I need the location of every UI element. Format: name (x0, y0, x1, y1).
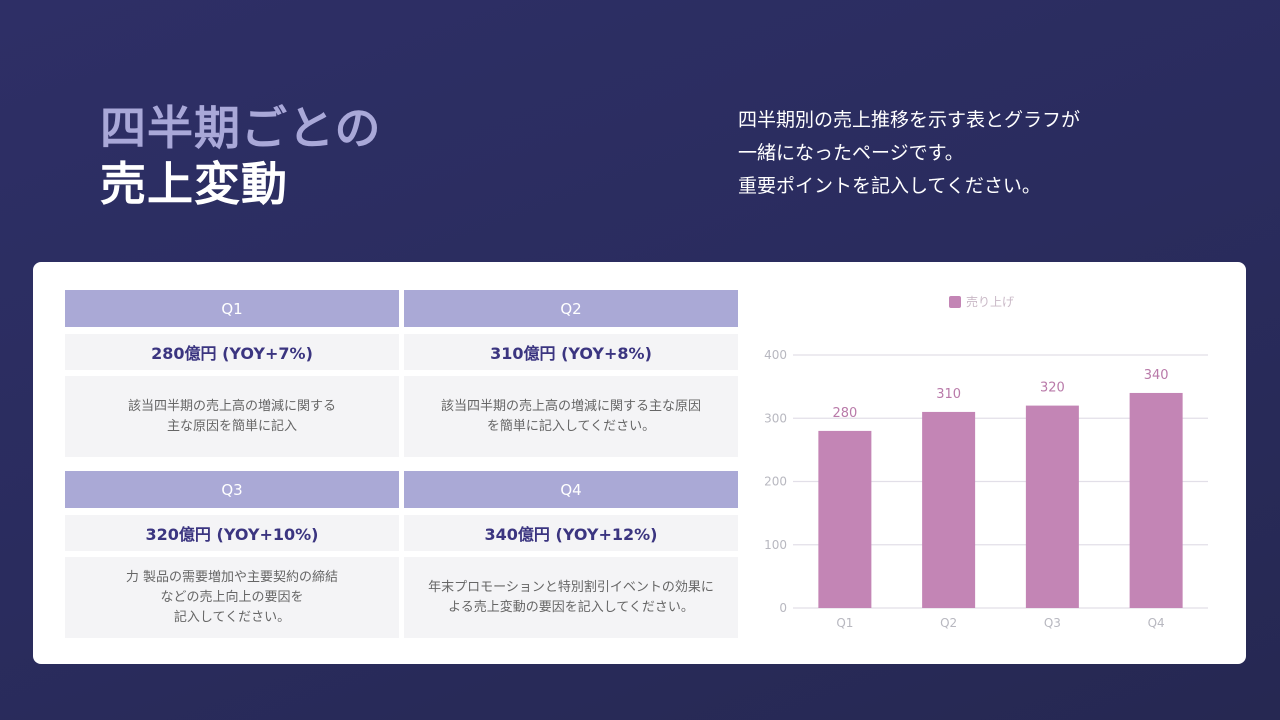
quarter-note-line: などの売上向上の要因を (160, 589, 304, 605)
quarter-note: 該当四半期の売上高の増減に関する 主な原因を簡単に記入 (65, 376, 399, 457)
quarter-note: 力 製品の需要増加や主要契約の締結 などの売上向上の要因を 記入してください。 (65, 557, 399, 638)
quarter-note-line: 主な原因を簡単に記入 (166, 418, 297, 434)
y-tick-label: 300 (764, 411, 787, 425)
x-tick-label: Q1 (836, 616, 853, 630)
data-label: 280 (832, 406, 857, 421)
quarter-note-line: を簡単に記入してください。 (486, 418, 656, 434)
quarter-note-line: 該当四半期の売上高の増減に関する主な原因 (440, 398, 701, 414)
bar (1129, 392, 1183, 608)
y-tick-label: 0 (779, 601, 787, 615)
data-label: 310 (936, 387, 961, 402)
x-tick-label: Q2 (940, 616, 957, 630)
quarter-value: 340億円 (YOY+12%) (404, 515, 738, 551)
quarter-value: 320億円 (YOY+10%) (65, 515, 399, 551)
x-tick-label: Q4 (1148, 616, 1165, 630)
quarter-note-line: よる売上変動の要因を記入してください。 (448, 599, 694, 615)
x-tick-label: Q3 (1044, 616, 1061, 630)
quarter-header: Q3 (65, 471, 399, 508)
quarter-header: Q1 (65, 290, 399, 327)
title-line-1: 四半期ごとの (100, 101, 382, 155)
description-line: 一緒になったページです。 (738, 142, 964, 164)
quarter-value: 310億円 (YOY+8%) (404, 334, 738, 370)
quarter-header: Q4 (404, 471, 738, 508)
description-line: 重要ポイントを記入してください。 (738, 175, 1041, 197)
quarter-note: 該当四半期の売上高の増減に関する主な原因 を簡単に記入してください。 (404, 376, 738, 457)
legend-label: 売り上げ (966, 294, 1014, 309)
quarter-note-line: 力 製品の需要増加や主要契約の締結 (125, 569, 339, 585)
y-tick-label: 200 (764, 475, 787, 489)
quarter-value: 280億円 (YOY+7%) (65, 334, 399, 370)
title-line-2: 売上変動 (100, 157, 288, 211)
quarter-note-line: 該当四半期の売上高の増減に関する (127, 398, 336, 414)
data-label: 320 (1040, 381, 1065, 396)
content-card: Q1 280億円 (YOY+7%) 該当四半期の売上高の増減に関する 主な原因を簡単に… (33, 262, 1246, 664)
legend-swatch (949, 296, 961, 308)
quarter-note-line: 年末プロモーションと特別割引イベントの効果に (428, 579, 714, 595)
quarter-header: Q2 (404, 290, 738, 327)
description: 四半期別の売上推移を示す表とグラフが 一緒になったページです。 重要ポイントを記… (738, 104, 1080, 203)
page-title: 四半期ごとの 売上変動 (100, 100, 382, 212)
bar (922, 411, 976, 608)
quarter-note: 年末プロモーションと特別割引イベントの効果に よる売上変動の要因を記入してください… (404, 557, 738, 638)
description-line: 四半期別の売上推移を示す表とグラフが (738, 109, 1081, 131)
quarter-note-line: 記入してください。 (173, 609, 291, 625)
y-tick-label: 100 (764, 538, 787, 552)
bar (1025, 405, 1079, 608)
bar (818, 430, 872, 608)
y-tick-label: 400 (764, 348, 787, 362)
data-label: 340 (1144, 368, 1169, 383)
